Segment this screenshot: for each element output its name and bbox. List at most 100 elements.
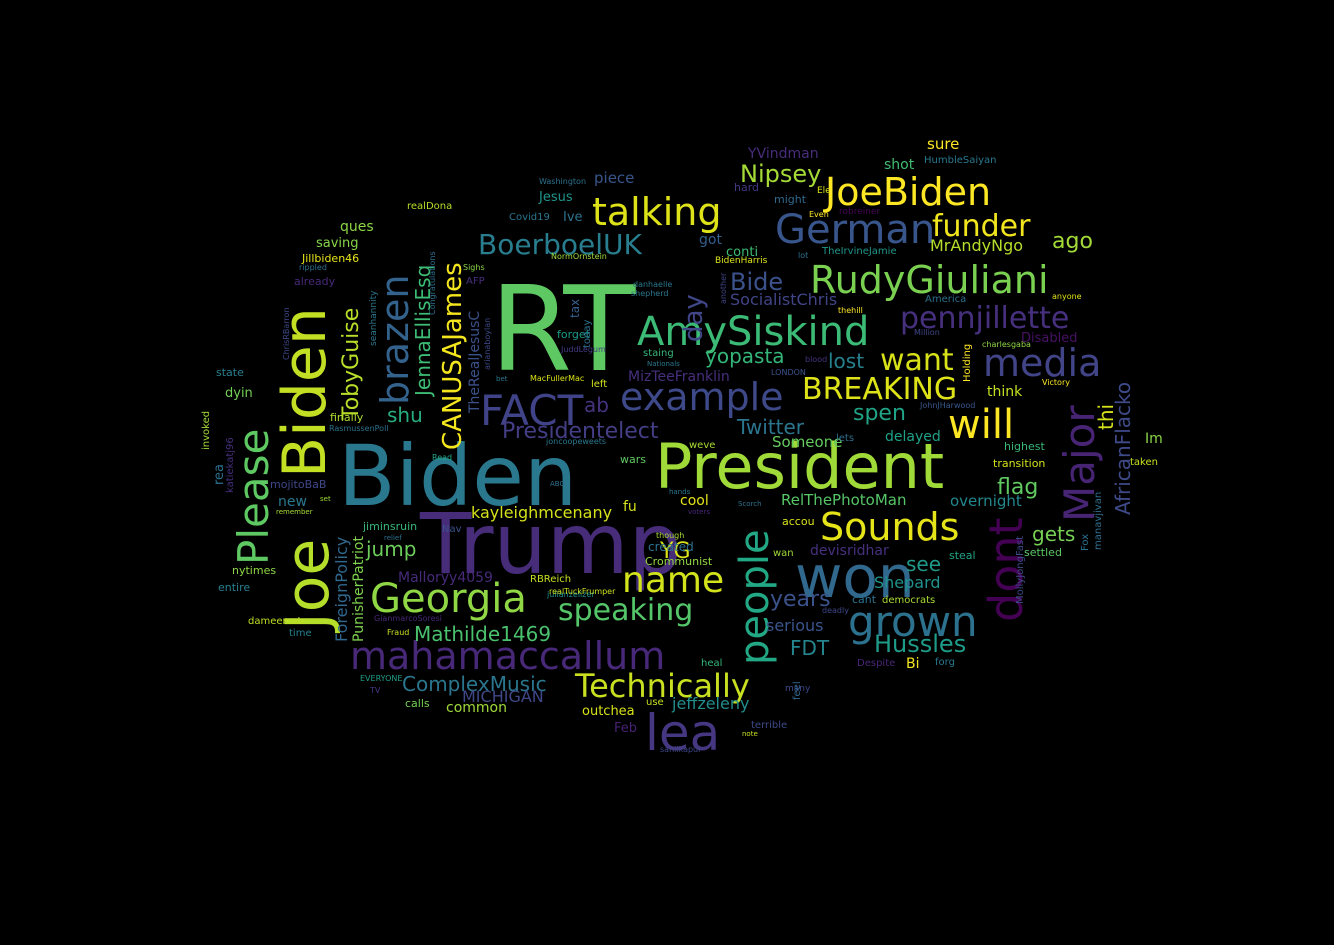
word-michigan-64: MICHIGAN (462, 687, 544, 706)
word-conti-84: conti (726, 245, 758, 260)
word-calls-107: calls (405, 697, 430, 710)
word-sighs-179: Sighs (463, 263, 485, 272)
word-think-77: think (987, 384, 1023, 400)
word-boerboeluk-29: BoerboelUK (478, 228, 642, 261)
word-lot-175: lot (798, 251, 808, 260)
word-taken-130: taken (1130, 457, 1158, 468)
word-theirvinejamie-147: TheIrvineJamie (821, 246, 897, 257)
word-america-142: America (925, 294, 966, 305)
word-fact-26: FACT (480, 386, 584, 435)
word-thi-57: thi (1094, 404, 1118, 430)
word-wars-138: wars (620, 453, 646, 466)
word-jiminsruin-101: jiminsruin (362, 520, 417, 533)
word-lea-31: lea (645, 704, 720, 762)
word-manavjivan-161: manavjivan (1093, 492, 1104, 550)
word-rippled-181: rippled (299, 263, 327, 272)
word-voters-187: voters (688, 508, 710, 516)
word-technically-21: Technically (574, 667, 750, 705)
word-hussles-42: Hussles (874, 630, 966, 658)
word-though-190: though (656, 531, 684, 540)
word-tobyguise-37: TobyGuise (339, 308, 364, 421)
word-common-108: common (446, 700, 507, 716)
word-steal-126: steal (949, 549, 976, 562)
word-katiekatj96-99: katiekatj96 (225, 437, 236, 493)
word-fox-166: Fox (1080, 534, 1091, 551)
word-weve-137: weve (689, 440, 715, 451)
word-wan-123: wan (773, 548, 794, 559)
word-twitter-48: Twitter (736, 415, 805, 439)
word-many-114: many (785, 684, 811, 694)
word-abo-184: ABO (550, 480, 565, 488)
word-someone-76: Someone (772, 433, 842, 451)
word-shot-86: shot (884, 157, 915, 173)
word-another-176: another (719, 272, 728, 304)
word-hands-186: hands (669, 488, 691, 496)
word-congratulations-159: Congratulations (428, 251, 437, 315)
word-amysiskind-8: AmySiskind (637, 309, 869, 355)
word-left-134: left (591, 379, 607, 390)
word-shepherd-177: shepherd (631, 289, 668, 298)
word-relthephotoman-73: RelThePhotoMan (781, 491, 906, 509)
word-spen-47: spen (853, 401, 906, 426)
word-danhaelle-178: danhaelle (633, 280, 672, 289)
word-please-14: Please (229, 429, 278, 565)
word-talking-11: talking (592, 190, 722, 234)
word-yopasta-45: yopasta (705, 344, 785, 368)
word-london-171: LONDON (771, 368, 806, 377)
word-biden-6: Biden (270, 307, 340, 478)
word-overnight-74: overnight (950, 492, 1022, 510)
word-afp-180: AFP (466, 276, 485, 287)
word-staing-133: staing (643, 348, 674, 359)
word-even-173: Even (809, 210, 829, 219)
word-anyone-168: anyone (1052, 292, 1082, 301)
word-settled-127: settled (1024, 546, 1062, 559)
word-use-110: use (646, 697, 664, 708)
word-finally-97: finally (330, 411, 364, 424)
word-crommunist-119: Crommunist (645, 555, 713, 568)
word-major-22: Major (1055, 405, 1104, 522)
word-cool-120: cool (680, 493, 709, 509)
word-fu-121: fu (623, 499, 637, 515)
word-sounds-19: Sounds (820, 505, 959, 549)
word-tv-195: TV (369, 686, 381, 695)
word-blood-170: blood (805, 355, 827, 364)
word-nipsey-39: Nipsey (740, 160, 821, 188)
word-deadly-199: deadly (822, 606, 849, 615)
word-created-118: created (648, 540, 694, 554)
word-jesus-81: Jesus (538, 190, 573, 205)
word-dyin-95: dyin (225, 386, 253, 401)
word-gets-54: gets (1032, 522, 1075, 546)
word-juddlegum-143: JuddLegum (560, 345, 606, 354)
word-johnjharwood-164: JohnJHarwood (919, 401, 975, 410)
word-rudygiuliani-9: RudyGiuliani (810, 258, 1049, 302)
word-brazen-25: brazen (373, 275, 417, 405)
word-example-13: example (620, 375, 784, 419)
word-rasmussenpoll-158: RasmussenPoll (329, 424, 389, 433)
word-people-17: people (732, 529, 778, 665)
word-today-135: today (582, 319, 593, 348)
word-day-36: day (679, 294, 709, 342)
word-presidentelect-41: Presidentelect (502, 419, 659, 444)
word-highest-129: highest (1004, 440, 1045, 453)
word-outchea-109: outchea (582, 704, 635, 719)
word-serious-61: serious (766, 616, 823, 635)
word-trump-2: Trump (419, 495, 682, 593)
word-hard-88: hard (734, 181, 759, 194)
word-might-89: might (774, 193, 807, 206)
word-nav-188: Nav (442, 524, 462, 535)
word-holding-163: Holding (962, 344, 973, 382)
word-state-96: state (216, 366, 244, 379)
word-mollyjongfast-162: MollyJongFast (1015, 536, 1026, 604)
word-speaking-32: speaking (558, 593, 693, 628)
word-rt-0: RT (490, 260, 636, 398)
word-im-79: Im (1145, 431, 1163, 447)
word-see-55: see (906, 552, 941, 576)
word-foreignpolicy-66: ForeignPolicy (332, 537, 351, 642)
word-president-3: President (655, 430, 944, 503)
word-mojitobab-102: mojitoBaB (270, 478, 326, 491)
word-nationals-189: Nationals (647, 360, 680, 368)
word-delayed-75: delayed (885, 429, 941, 445)
word-julianzelizer-145: julianzelizer (546, 590, 595, 599)
word-flag-53: flag (997, 475, 1038, 500)
